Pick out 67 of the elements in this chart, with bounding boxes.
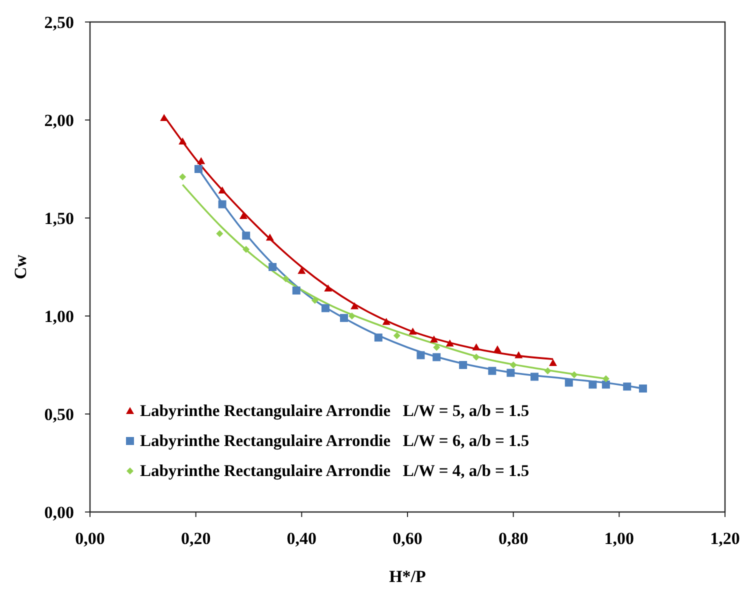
point (459, 361, 468, 369)
legend-label: Labyrinthe Rectangulaire Arrondie L/W = 5, a/b = 1.5 (140, 401, 530, 420)
point (506, 368, 515, 377)
point (311, 296, 318, 304)
point (472, 343, 480, 350)
y-tick-label: 1,50 (44, 209, 74, 228)
point (160, 114, 168, 122)
point (408, 328, 417, 335)
point (493, 345, 502, 352)
point (218, 200, 226, 208)
point (433, 344, 440, 351)
point (432, 353, 441, 362)
y-tick-label: 0,50 (44, 405, 74, 424)
x-tick-label: 1,00 (604, 529, 634, 548)
y-tick-label: 2,50 (44, 13, 74, 32)
point (570, 371, 578, 378)
point (298, 266, 306, 274)
point (266, 234, 274, 241)
point (393, 332, 400, 340)
point (242, 246, 250, 253)
point (446, 339, 454, 346)
point (472, 354, 480, 361)
point (292, 286, 300, 295)
point (564, 378, 573, 387)
x-tick-label: 0,80 (498, 529, 528, 548)
point (544, 367, 552, 374)
point (416, 351, 425, 360)
point (218, 186, 226, 194)
x-tick-label: 0,40 (286, 529, 317, 548)
point (350, 302, 359, 310)
point (638, 384, 647, 393)
point (340, 314, 348, 322)
point (430, 336, 438, 343)
y-tick-label: 2,00 (44, 111, 74, 130)
point (374, 334, 382, 342)
point (488, 366, 496, 375)
x-tick-label: 1,20 (710, 529, 740, 548)
point (321, 304, 330, 312)
x-tick-label: 0,60 (392, 529, 422, 548)
point (194, 165, 202, 173)
y-axis-title: Cw (11, 254, 30, 280)
point (197, 157, 206, 164)
point (179, 173, 186, 180)
point (588, 380, 597, 389)
y-tick-label: 1,00 (44, 307, 74, 326)
point (178, 138, 187, 145)
point (514, 351, 523, 358)
point (282, 275, 290, 282)
legend-label: Labyrinthe Rectangulaire Arrondie L/W = 6, a/b = 1.5 (140, 431, 530, 450)
y-tick-label: 0,00 (44, 503, 74, 522)
point (348, 312, 356, 320)
point (510, 362, 517, 368)
point (549, 359, 558, 366)
point (324, 284, 332, 292)
point (382, 318, 390, 325)
point (242, 232, 250, 240)
x-tick-label: 0,00 (75, 529, 105, 548)
point (268, 263, 277, 271)
point (602, 375, 610, 382)
legend-label: Labyrinthe Rectangulaire Arrondie L/W = 4, a/b = 1.5 (140, 461, 530, 480)
point (602, 380, 610, 389)
point (623, 382, 632, 391)
x-tick-label: 0,20 (180, 529, 211, 548)
x-axis-title: H*/P (389, 567, 426, 586)
point (216, 230, 224, 238)
point (530, 372, 538, 381)
point (239, 212, 248, 220)
